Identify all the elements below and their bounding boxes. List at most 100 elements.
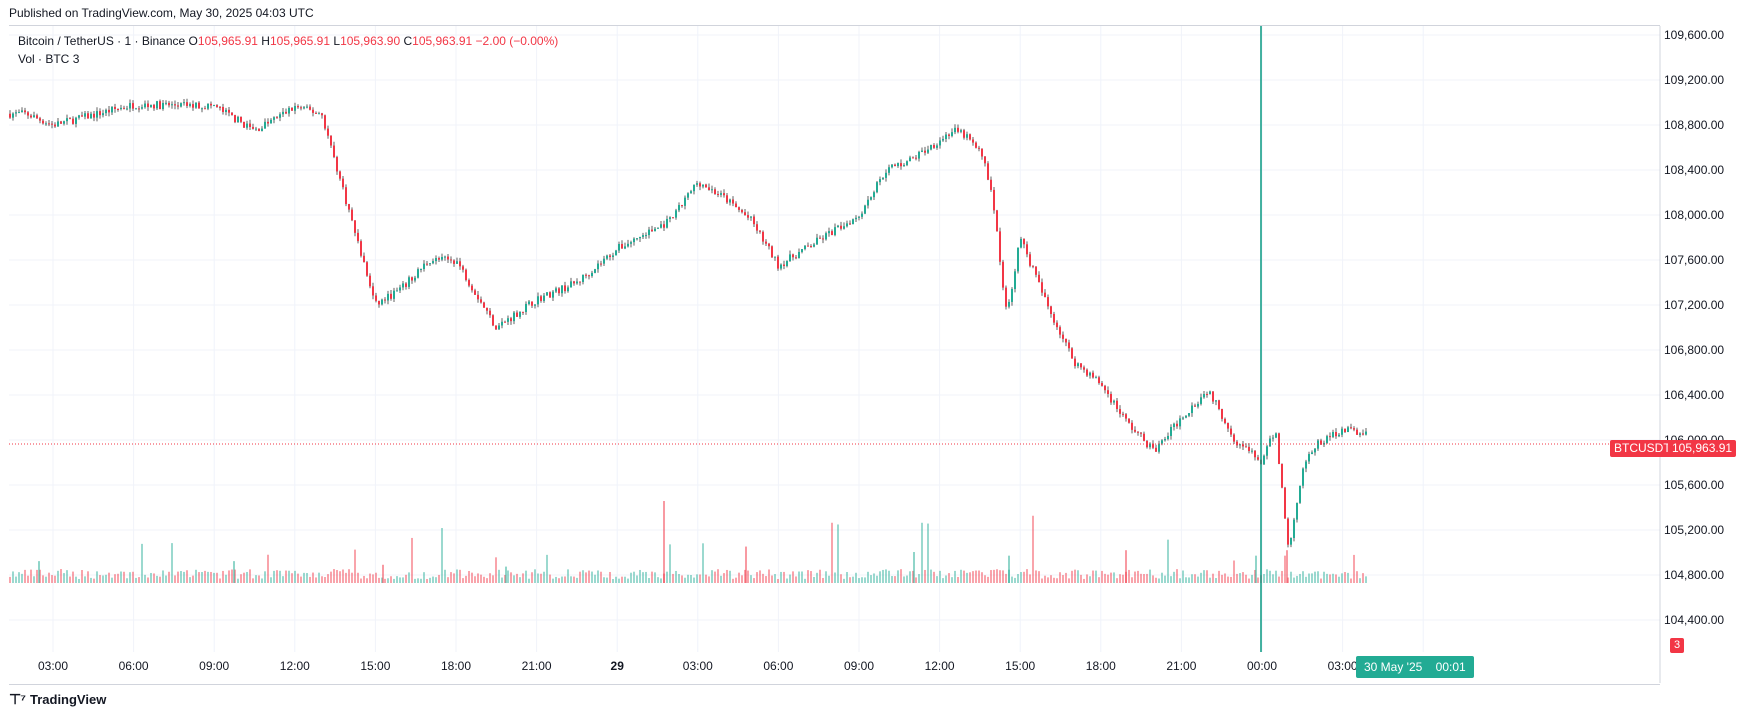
- x-tick-label: 03:00: [1328, 659, 1358, 673]
- candle-body: [1311, 452, 1313, 455]
- candle-body: [849, 223, 851, 225]
- candle-body: [429, 263, 431, 265]
- volume-bar: [741, 575, 743, 583]
- candle-body: [1293, 519, 1295, 539]
- candle-body: [447, 256, 449, 260]
- candle-body: [1074, 358, 1076, 367]
- candle-body: [375, 295, 377, 301]
- candle-body: [813, 244, 815, 247]
- volume-bar: [537, 573, 539, 583]
- symbol-legend: Bitcoin / TetherUS · 1 · Binance O105,96…: [18, 34, 558, 48]
- last-price-value-badge: 105,963.91: [1668, 440, 1737, 457]
- candle-body: [135, 108, 137, 110]
- volume-bar: [345, 572, 347, 583]
- volume-bar: [108, 572, 110, 583]
- volume-bar: [18, 572, 20, 583]
- volume-bar: [1245, 574, 1247, 583]
- volume-bar: [666, 571, 668, 583]
- candle-body: [528, 301, 530, 304]
- volume-bar: [375, 572, 377, 583]
- volume-bar: [1323, 571, 1325, 583]
- volume-bar: [762, 573, 764, 583]
- volume-bar: [87, 571, 89, 583]
- volume-bar: [660, 578, 662, 583]
- volume-bar: [9, 576, 11, 583]
- legend-high-label: H: [261, 34, 270, 48]
- candle-body: [255, 128, 257, 130]
- volume-bar: [924, 569, 926, 583]
- volume-bar: [1149, 569, 1151, 583]
- volume-bar: [879, 571, 881, 583]
- volume-bar: [1011, 576, 1013, 583]
- x-tick-label: 09:00: [844, 659, 874, 673]
- y-tick-label: 104,400.00: [1664, 613, 1724, 627]
- volume-bar: [501, 577, 503, 583]
- volume-bar: [837, 524, 839, 583]
- volume-spike: [233, 561, 235, 583]
- volume-bar: [165, 575, 167, 583]
- candle-body: [1236, 441, 1238, 446]
- volume-bar: [1023, 571, 1025, 583]
- candle-body: [1164, 439, 1166, 441]
- candle-body: [963, 130, 965, 138]
- candle-body: [99, 111, 101, 116]
- volume-bar: [48, 572, 50, 583]
- candle-body: [1296, 502, 1298, 520]
- candle-body: [462, 266, 464, 270]
- volume-bar: [1056, 578, 1058, 583]
- candle-body: [396, 290, 398, 292]
- volume-bar: [684, 577, 686, 583]
- volume-bar: [570, 576, 572, 583]
- volume-bar: [708, 576, 710, 583]
- volume-bar: [486, 578, 488, 583]
- candle-body: [246, 123, 248, 128]
- volume-bar: [1332, 573, 1334, 583]
- tradingview-footer[interactable]: ⊤⁷ TradingView: [9, 691, 106, 708]
- candle-body: [291, 107, 293, 111]
- candle-body: [189, 104, 191, 106]
- volume-bar: [1197, 576, 1199, 583]
- volume-bar: [1101, 570, 1103, 583]
- candle-body: [1119, 409, 1121, 414]
- candle-body: [1086, 369, 1088, 376]
- candle-body: [780, 264, 782, 269]
- candle-body: [837, 225, 839, 228]
- candle-body: [750, 216, 752, 218]
- volume-bar: [489, 573, 491, 583]
- candle-body: [702, 184, 704, 187]
- candle-body: [966, 134, 968, 138]
- candle-body: [900, 163, 902, 167]
- volume-bar: [1029, 574, 1031, 583]
- candle-body: [765, 241, 767, 244]
- volume-spike: [1125, 550, 1127, 583]
- volume-bar: [942, 578, 944, 583]
- volume-bar: [522, 573, 524, 583]
- volume-bar: [462, 578, 464, 583]
- candle-body: [597, 263, 599, 270]
- candle-body: [1056, 322, 1058, 328]
- candle-body: [1359, 433, 1361, 435]
- candle-body: [954, 127, 956, 133]
- volume-bar: [1293, 577, 1295, 583]
- candle-body: [648, 229, 650, 236]
- published-caption: Published on TradingView.com, May 30, 20…: [9, 6, 314, 20]
- x-tick-label: 09:00: [199, 659, 229, 673]
- candle-body: [1149, 443, 1151, 448]
- volume-bar: [528, 578, 530, 583]
- volume-bar: [390, 576, 392, 583]
- volume-bar: [168, 571, 170, 583]
- volume-bar: [429, 577, 431, 583]
- candle-body: [1125, 414, 1127, 419]
- candle-body: [642, 235, 644, 237]
- volume-bar: [756, 572, 758, 583]
- candle-body: [1227, 423, 1229, 429]
- volume-spike: [1286, 550, 1288, 583]
- volume-bar: [15, 576, 17, 583]
- candle-body: [984, 156, 986, 164]
- candle-body: [426, 263, 428, 265]
- candle-body: [1275, 433, 1277, 438]
- volume-bar: [540, 573, 542, 583]
- candle-body: [588, 275, 590, 277]
- candle-body: [1287, 518, 1289, 545]
